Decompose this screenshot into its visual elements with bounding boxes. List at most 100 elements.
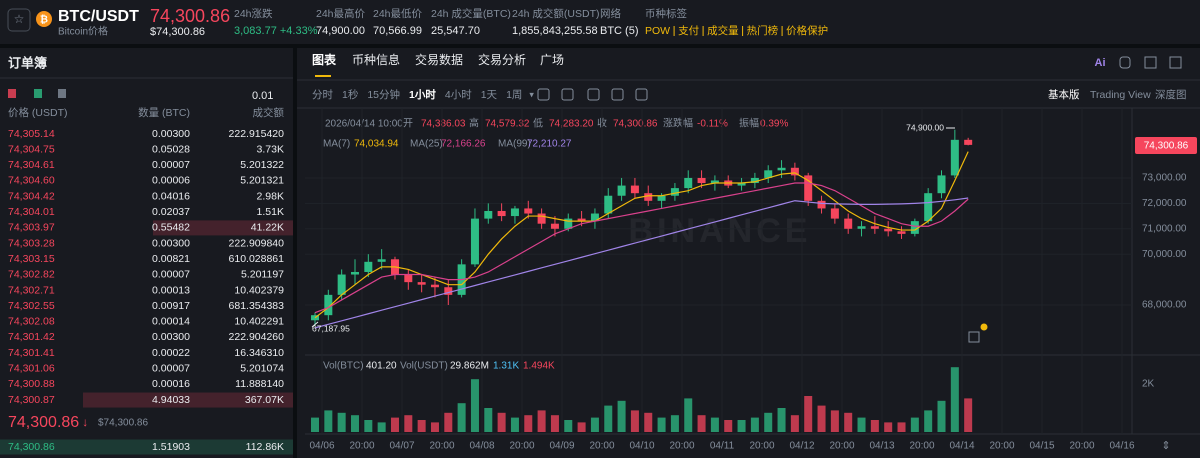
- step-select[interactable]: 0.01: [252, 90, 273, 102]
- x-tick-label: 04/08: [469, 441, 494, 452]
- candle-body: [590, 213, 599, 222]
- volume-bar: [524, 415, 533, 432]
- ohlc-text: 低: [533, 117, 543, 130]
- volume-bar: [737, 420, 746, 432]
- ohlc-text: 0.39%: [760, 119, 788, 130]
- ask-price[interactable]: 74,305.14: [8, 128, 55, 140]
- candle-body: [404, 274, 413, 283]
- tool-icon[interactable]: [561, 88, 574, 101]
- ai-button[interactable]: Ai: [1095, 57, 1106, 69]
- y-tick-label: 71,000.00: [1142, 223, 1187, 234]
- stat-value: 74,900.00: [316, 25, 365, 37]
- ask-price[interactable]: 74,302.71: [8, 284, 55, 296]
- candle-body: [430, 284, 439, 288]
- view-button[interactable]: Trading View: [1090, 89, 1151, 101]
- ask-total: 5.201322: [240, 159, 284, 171]
- ask-price[interactable]: 74,301.42: [8, 331, 55, 343]
- alert-button[interactable]: [1119, 56, 1131, 69]
- layout-button[interactable]: [58, 89, 66, 98]
- scale-button[interactable]: ⇕: [1161, 440, 1170, 452]
- ask-price[interactable]: 74,304.42: [8, 190, 55, 202]
- volume-bar: [844, 412, 853, 432]
- ask-price[interactable]: 74,301.41: [8, 347, 55, 359]
- tool-icon[interactable]: [587, 88, 600, 101]
- candle-body: [897, 231, 906, 234]
- ask-price[interactable]: 74,302.08: [8, 316, 55, 328]
- tab[interactable]: 交易数据: [415, 52, 463, 67]
- ask-price[interactable]: 74,303.97: [8, 222, 55, 234]
- candle-body: [670, 188, 679, 196]
- view-button[interactable]: 基本版: [1048, 88, 1080, 101]
- ask-price[interactable]: 74,300.87: [8, 394, 55, 406]
- tab[interactable]: 广场: [540, 53, 564, 67]
- candle-body: [524, 208, 533, 214]
- volume-legend: Vol(BTC): [323, 361, 364, 372]
- interval-button[interactable]: 1秒: [342, 88, 359, 101]
- volume-bar: [377, 422, 386, 432]
- tag[interactable]: 价格保护: [786, 24, 828, 37]
- column-header: 数量 (BTC): [138, 106, 190, 119]
- volume-legend: Vol(USDT): [400, 361, 448, 372]
- volume-bar: [350, 415, 359, 432]
- ask-price[interactable]: 74,303.28: [8, 237, 55, 249]
- ask-price[interactable]: 74,304.60: [8, 175, 55, 187]
- stat-label: 24h 成交量(BTC): [431, 7, 511, 20]
- volume-bar: [324, 410, 333, 432]
- candle-body: [417, 282, 426, 285]
- candle-body: [790, 167, 799, 176]
- volume-bar: [897, 422, 906, 432]
- interval-button[interactable]: 1天: [481, 89, 498, 101]
- ask-price[interactable]: 74,301.06: [8, 363, 55, 375]
- coin-symbol: ₿: [40, 14, 48, 26]
- high-annotation: 74,900.00: [906, 122, 944, 132]
- legend-value: 72,166.26: [441, 139, 486, 150]
- candle-body: [830, 208, 839, 219]
- tab[interactable]: 图表: [312, 52, 337, 67]
- favorite-button[interactable]: [7, 8, 31, 32]
- tool-icon[interactable]: [611, 88, 624, 101]
- expand-button[interactable]: [1144, 56, 1157, 69]
- ask-price[interactable]: 74,300.88: [8, 378, 55, 390]
- interval-button[interactable]: 分时: [312, 89, 333, 101]
- ask-price[interactable]: 74,304.01: [8, 206, 55, 218]
- x-tick-label: 20:00: [909, 441, 934, 452]
- ask-price[interactable]: 74,302.82: [8, 269, 55, 281]
- ohlc-text: -0.11%: [697, 119, 728, 130]
- chart-panel: [297, 48, 1200, 458]
- candle-body: [604, 195, 613, 214]
- tag[interactable]: 支付: [678, 24, 699, 37]
- interval-button[interactable]: 1周: [506, 89, 522, 101]
- ask-total: 610.028861: [229, 253, 285, 265]
- candle-body: [564, 218, 573, 229]
- tag[interactable]: 热门榜: [747, 24, 779, 37]
- ask-price[interactable]: 74,304.61: [8, 159, 55, 171]
- tool-icon[interactable]: [537, 88, 550, 101]
- ask-price[interactable]: 74,302.55: [8, 300, 55, 312]
- ask-price[interactable]: 74,303.15: [8, 253, 55, 265]
- interval-button[interactable]: 4小时: [445, 89, 472, 101]
- tab[interactable]: 币种信息: [352, 52, 400, 67]
- layout-button[interactable]: [8, 89, 16, 98]
- interval-button[interactable]: 1小时: [409, 88, 436, 101]
- order-book-title: 订单簿: [8, 55, 47, 70]
- volume-bar: [830, 410, 839, 432]
- tag[interactable]: POW: [645, 25, 670, 37]
- tag[interactable]: 成交量: [707, 24, 739, 37]
- tool-icon[interactable]: [635, 88, 648, 101]
- volume-bar: [364, 420, 373, 432]
- ask-amount: 0.00821: [152, 253, 190, 265]
- more-button[interactable]: [1169, 56, 1182, 69]
- ask-price[interactable]: 74,304.75: [8, 143, 55, 155]
- tab[interactable]: 交易分析: [478, 52, 526, 67]
- layout-button[interactable]: [34, 89, 42, 98]
- chart-tool-icon[interactable]: [968, 331, 980, 343]
- coin-icon: [36, 11, 52, 27]
- ask-amount: 0.00007: [152, 363, 190, 375]
- interval-button[interactable]: 15分钟: [367, 88, 400, 101]
- candle-body: [337, 274, 346, 295]
- view-button[interactable]: 深度图: [1155, 88, 1187, 101]
- bid-price[interactable]: 74,300.86: [8, 441, 55, 453]
- volume-bar: [550, 415, 559, 432]
- tags-label: 币种标签: [645, 7, 687, 20]
